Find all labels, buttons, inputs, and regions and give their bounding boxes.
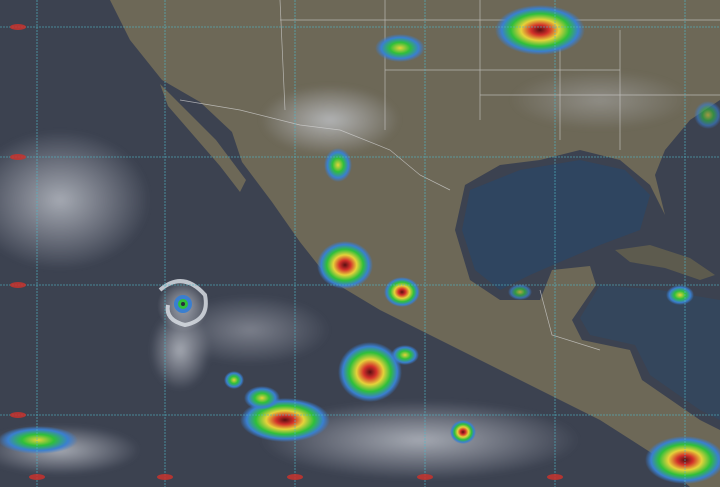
- gulf-of-mexico: [462, 160, 650, 290]
- grid-labels: [10, 24, 563, 480]
- baja-california: [160, 84, 246, 192]
- latitude-label-mark: [10, 282, 26, 288]
- latitude-label-mark: [10, 412, 26, 418]
- cuba: [615, 245, 715, 280]
- convective-storms: [0, 5, 720, 484]
- longitude-label-mark: [157, 474, 173, 480]
- longitude-label-mark: [287, 474, 303, 480]
- longitude-label-mark: [547, 474, 563, 480]
- latitude-label-mark: [10, 24, 26, 30]
- political-borders: [179, 0, 720, 351]
- longitude-label-mark: [29, 474, 45, 480]
- longitude-label-mark: [417, 474, 433, 480]
- tropical-cyclone: [157, 279, 209, 332]
- latitude-label-mark: [10, 154, 26, 160]
